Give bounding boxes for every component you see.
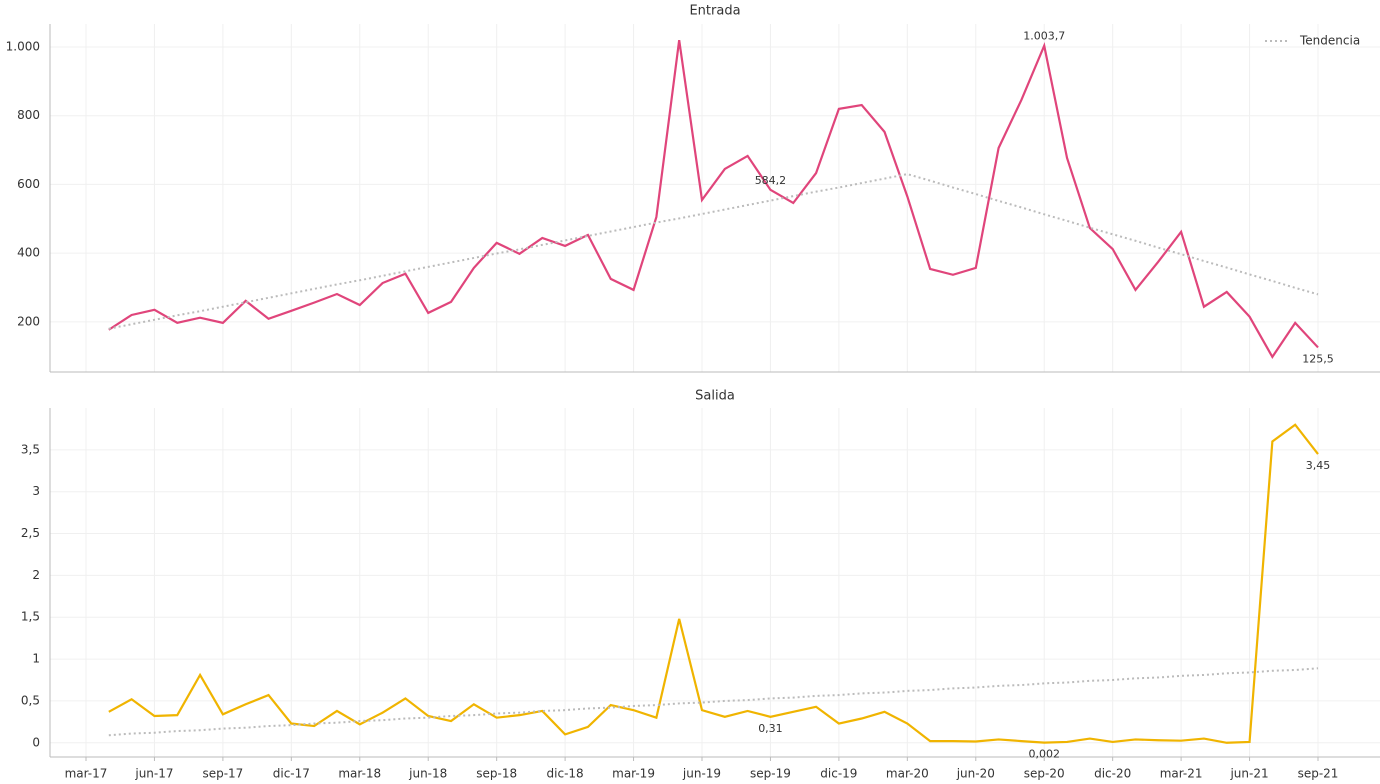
y-tick-label: 2 bbox=[32, 568, 40, 582]
x-tick-label: mar-21 bbox=[1160, 767, 1203, 781]
y-tick-label: 0 bbox=[32, 735, 40, 749]
y-tick-label: 2,5 bbox=[21, 526, 40, 540]
x-tick-label: dic-20 bbox=[1094, 767, 1131, 781]
x-tick-label: mar-19 bbox=[612, 767, 655, 781]
data-label: 3,45 bbox=[1306, 459, 1331, 472]
data-label: 125,5 bbox=[1302, 352, 1334, 365]
y-tick-label: 1,5 bbox=[21, 610, 40, 624]
x-tick-label: sep-17 bbox=[202, 767, 243, 781]
y-tick-label: 600 bbox=[17, 177, 40, 191]
x-tick-label: dic-17 bbox=[273, 767, 310, 781]
x-tick-label: jun-21 bbox=[1229, 767, 1268, 781]
x-tick-label: jun-20 bbox=[956, 767, 995, 781]
y-tick-label: 400 bbox=[17, 246, 40, 260]
x-tick-label: mar-17 bbox=[65, 767, 108, 781]
data-line bbox=[108, 39, 1319, 359]
x-tick-label: dic-18 bbox=[547, 767, 584, 781]
x-tick-label: mar-20 bbox=[886, 767, 929, 781]
x-tick-label: sep-21 bbox=[1298, 767, 1339, 781]
x-tick-label: jun-18 bbox=[408, 767, 447, 781]
y-tick-label: 800 bbox=[17, 108, 40, 122]
x-tick-label: dic-19 bbox=[820, 767, 857, 781]
data-label: 584,2 bbox=[755, 174, 787, 187]
data-label: 1.003,7 bbox=[1023, 30, 1065, 43]
data-label: 0,002 bbox=[1028, 748, 1060, 761]
data-label: 0,31 bbox=[758, 722, 783, 735]
x-tick-label: sep-20 bbox=[1024, 767, 1065, 781]
x-tick-label: sep-19 bbox=[750, 767, 791, 781]
x-tick-label: sep-18 bbox=[476, 767, 517, 781]
x-tick-label: jun-17 bbox=[134, 767, 173, 781]
y-tick-label: 3,5 bbox=[21, 442, 40, 456]
trend-line bbox=[108, 173, 1319, 330]
y-tick-label: 0,5 bbox=[21, 693, 40, 707]
trend-line bbox=[108, 667, 1319, 737]
chart-title: Salida bbox=[695, 389, 735, 404]
x-tick-label: mar-18 bbox=[338, 767, 381, 781]
legend-label: Tendencia bbox=[1299, 34, 1360, 48]
x-tick-label: jun-19 bbox=[682, 767, 721, 781]
data-line bbox=[108, 423, 1319, 744]
y-tick-label: 1 bbox=[32, 652, 40, 666]
y-tick-label: 200 bbox=[17, 314, 40, 328]
chart-title: Entrada bbox=[689, 4, 740, 19]
y-tick-label: 3 bbox=[32, 484, 40, 498]
y-tick-label: 1.000 bbox=[6, 40, 40, 54]
